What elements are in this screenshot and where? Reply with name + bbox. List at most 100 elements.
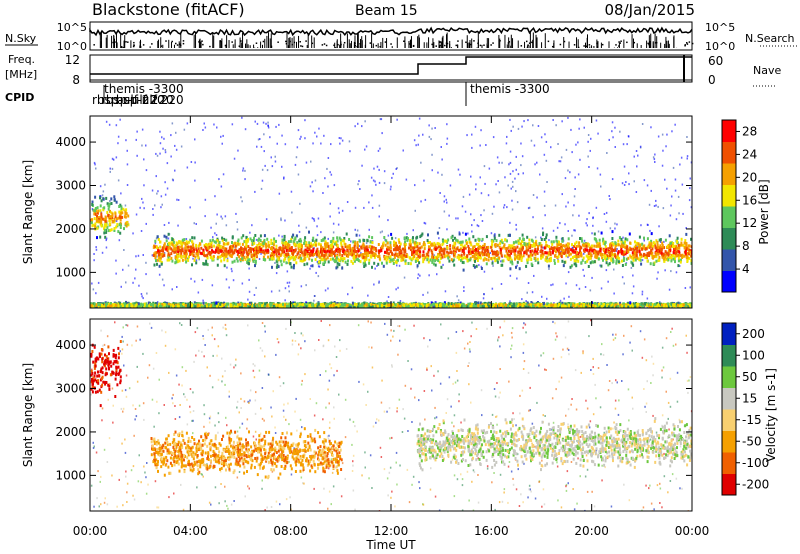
nsky-point: [686, 43, 689, 45]
noise-pixel: [317, 275, 320, 278]
noise-pixel: [657, 135, 660, 138]
data-pixel: [292, 249, 295, 253]
data-pixel: [250, 239, 253, 243]
data-pixel: [252, 242, 254, 246]
data-pixel: [408, 242, 411, 246]
noise-pixel: [244, 128, 247, 131]
data-pixel: [437, 254, 440, 258]
nsky-point: [384, 41, 387, 43]
data-pixel: [155, 251, 158, 255]
data-pixel: [180, 245, 183, 249]
noise-pixel: [525, 300, 527, 303]
noise-pixel: [156, 154, 159, 157]
data-pixel: [681, 256, 684, 259]
data-pixel: [503, 243, 506, 247]
data-pixel: [470, 243, 473, 247]
noise-pixel: [271, 165, 274, 168]
data-pixel: [587, 255, 589, 259]
data-pixel: [111, 220, 114, 224]
data-pixel: [214, 240, 217, 244]
noise-pixel: [159, 130, 161, 133]
nsky-point: [508, 41, 511, 43]
data-pixel: [607, 247, 610, 251]
data-pixel: [438, 250, 441, 254]
data-pixel: [251, 253, 254, 257]
data-pixel: [223, 256, 226, 260]
noise-pixel: [545, 159, 548, 162]
data-pixel: [331, 242, 334, 246]
noise-pixel: [166, 187, 169, 190]
data-pixel: [93, 212, 96, 216]
noise-pixel: [267, 121, 269, 124]
data-pixel: [454, 251, 456, 255]
data-pixel: [556, 242, 559, 246]
data-pixel: [612, 242, 615, 246]
noise-pixel: [163, 137, 165, 140]
data-pixel: [521, 246, 524, 250]
data-pixel: [526, 242, 529, 246]
noise-pixel: [621, 182, 624, 185]
data-pixel: [266, 237, 269, 241]
data-pixel: [533, 251, 536, 255]
nsky-point: [179, 43, 181, 45]
data-pixel: [662, 257, 665, 261]
data-pixel: [170, 252, 173, 256]
data-pixel: [389, 241, 392, 245]
data-pixel: [609, 254, 611, 258]
data-pixel: [279, 247, 282, 251]
data-pixel: [330, 251, 333, 255]
data-pixel: [310, 242, 313, 246]
data-pixel: [226, 242, 229, 246]
data-pixel: [437, 252, 440, 256]
noise-pixel: [532, 124, 534, 127]
data-pixel: [158, 259, 161, 263]
data-pixel: [548, 247, 551, 251]
data-pixel: [611, 230, 614, 234]
noise-pixel: [320, 142, 322, 145]
data-pixel: [284, 246, 287, 250]
noise-pixel: [446, 137, 449, 140]
noise-pixel: [305, 284, 307, 287]
data-pixel: [632, 263, 635, 267]
data-pixel: [577, 255, 580, 258]
data-pixel: [468, 237, 471, 241]
data-pixel: [186, 241, 189, 245]
nsky-point: [293, 41, 296, 44]
data-pixel: [632, 247, 635, 251]
data-pixel: [677, 249, 679, 253]
data-pixel: [617, 256, 620, 260]
noise-pixel: [256, 122, 259, 125]
data-pixel: [197, 250, 200, 253]
data-pixel: [160, 262, 163, 266]
data-pixel: [525, 252, 528, 256]
data-pixel: [571, 256, 574, 260]
data-pixel: [244, 247, 247, 251]
data-pixel: [288, 249, 291, 252]
noise-pixel: [684, 287, 687, 289]
data-pixel: [424, 255, 427, 259]
data-pixel: [381, 261, 383, 265]
data-pixel: [529, 249, 532, 253]
data-pixel: [171, 249, 174, 253]
data-pixel: [287, 240, 290, 244]
noise-pixel: [514, 177, 516, 180]
data-pixel: [566, 243, 569, 247]
noise-pixel: [477, 225, 480, 228]
noise-pixel: [190, 161, 193, 163]
data-pixel: [669, 255, 671, 259]
data-pixel: [563, 260, 566, 264]
data-pixel: [652, 241, 655, 245]
data-pixel: [253, 256, 256, 260]
nsky-point: [171, 40, 173, 43]
data-pixel: [318, 252, 321, 256]
noise-pixel: [650, 189, 652, 192]
data-pixel: [386, 241, 389, 245]
data-pixel: [678, 246, 681, 250]
nsky-point: [618, 41, 620, 43]
data-pixel: [102, 217, 105, 221]
data-pixel: [336, 261, 339, 265]
data-pixel: [113, 198, 116, 202]
data-pixel: [404, 243, 407, 246]
data-pixel: [499, 242, 502, 246]
nsky-point: [559, 43, 562, 46]
